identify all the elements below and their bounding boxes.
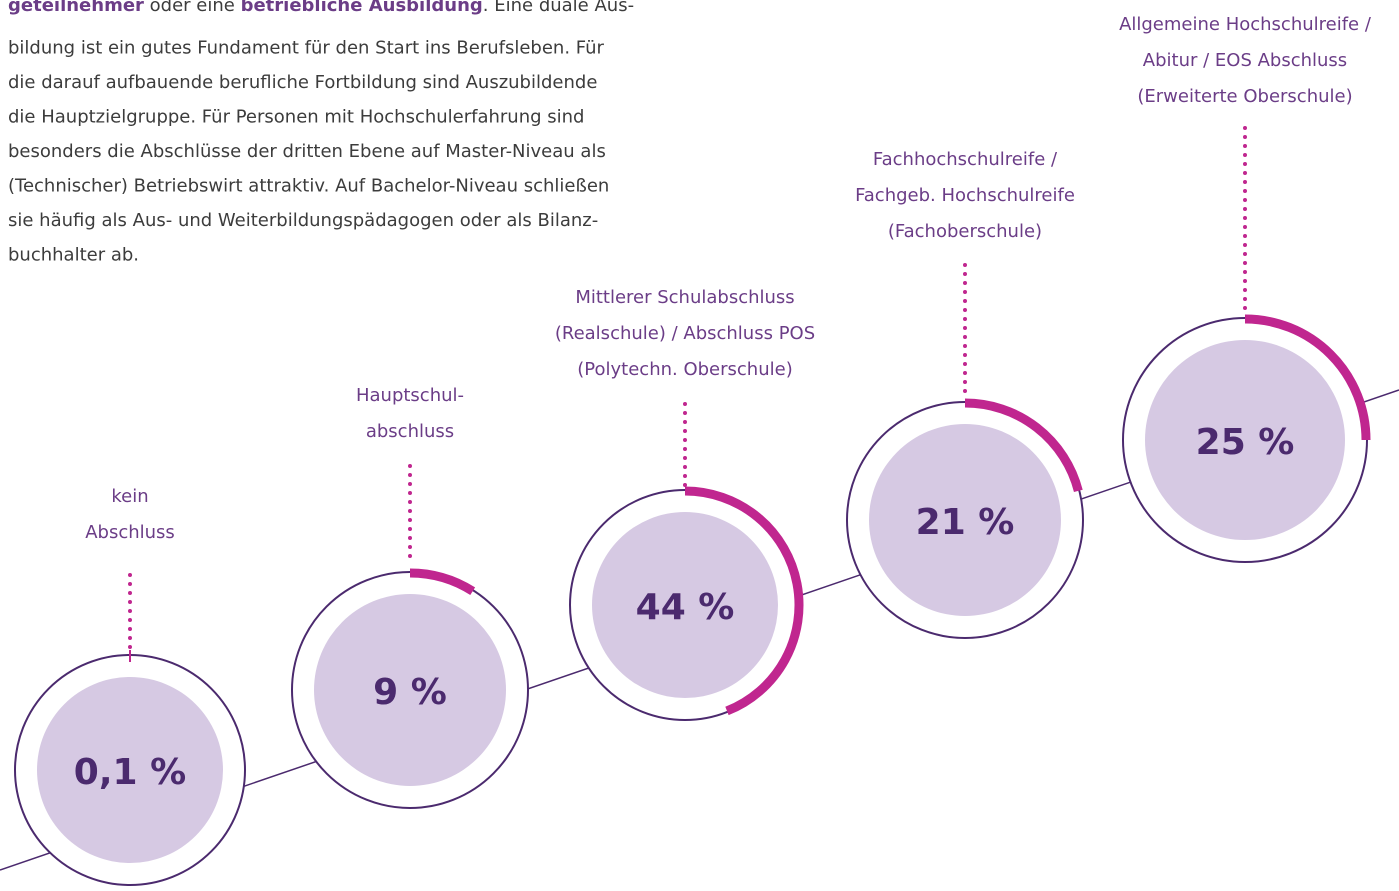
label-line: Abitur / EOS Abschluss	[1143, 50, 1347, 71]
category-label: Fachhochschulreife / Fachgeb. Hochschulre…	[855, 149, 1075, 242]
value-label: 21 %	[916, 502, 1015, 543]
paragraph-line: (Technischer) Betriebswirt attraktiv. Au…	[8, 176, 609, 197]
share-arc	[1244, 314, 1371, 441]
category-label: Allgemeine Hochschulreife / Abitur / EOS …	[1119, 14, 1372, 107]
category-label: Hauptschul-abschluss	[356, 385, 464, 442]
paragraph-line: sie häufig als Aus- und Weiterbildungspä…	[8, 210, 598, 231]
paragraph-line: die darauf aufbauende berufliche Fortbil…	[8, 72, 597, 93]
inner-disc	[37, 677, 223, 863]
label-line: (Polytechn. Oberschule)	[577, 359, 792, 380]
text-run: oder eine	[144, 0, 241, 16]
share-arc	[409, 568, 476, 596]
paragraph-line: die Hauptzielgruppe. Für Personen mit Ho…	[8, 107, 584, 128]
label-line: Mittlerer Schulabschluss	[575, 287, 794, 308]
label-line: abschluss	[366, 421, 454, 442]
text-run: . Eine duale Aus-	[483, 0, 634, 16]
paragraph-line: geteilnehmer oder eine betriebliche Ausb…	[8, 0, 634, 16]
inner-disc	[1145, 340, 1345, 540]
label-line: (Realschule) / Abschluss POS	[555, 323, 815, 344]
value-label: 44 %	[636, 587, 735, 628]
label-line: kein	[111, 486, 148, 507]
paragraph-line: besonders die Abschlüsse der dritten Ebe…	[8, 141, 606, 162]
label-line: Fachhochschulreife /	[873, 149, 1058, 170]
label-line: Hauptschul-	[356, 385, 464, 406]
share-arc	[964, 398, 1083, 493]
inner-disc	[869, 424, 1061, 616]
label-line: Abschluss	[85, 522, 175, 543]
share-arc	[684, 486, 804, 716]
paragraph-line: bildung ist ein gutes Fundament für den …	[8, 38, 605, 59]
label-line: (Fachoberschule)	[888, 221, 1042, 242]
value-label: 0,1 %	[74, 752, 186, 793]
label-line: (Erweiterte Oberschule)	[1137, 86, 1352, 107]
paragraph-line: buchhalter ab.	[8, 245, 139, 266]
value-label: 9 %	[373, 672, 447, 713]
value-label: 25 %	[1196, 422, 1295, 463]
text-run: geteilnehmer	[8, 0, 144, 16]
label-line: Allgemeine Hochschulreife /	[1119, 14, 1372, 35]
category-label: kein Abschluss	[85, 486, 175, 543]
inner-disc	[592, 512, 778, 698]
text-run: betriebliche Ausbildung	[241, 0, 483, 16]
label-line: Fachgeb. Hochschulreife	[855, 185, 1075, 206]
category-label: Mittlerer Schulabschluss (Realschule) / A…	[555, 287, 815, 380]
inner-disc	[314, 594, 506, 786]
